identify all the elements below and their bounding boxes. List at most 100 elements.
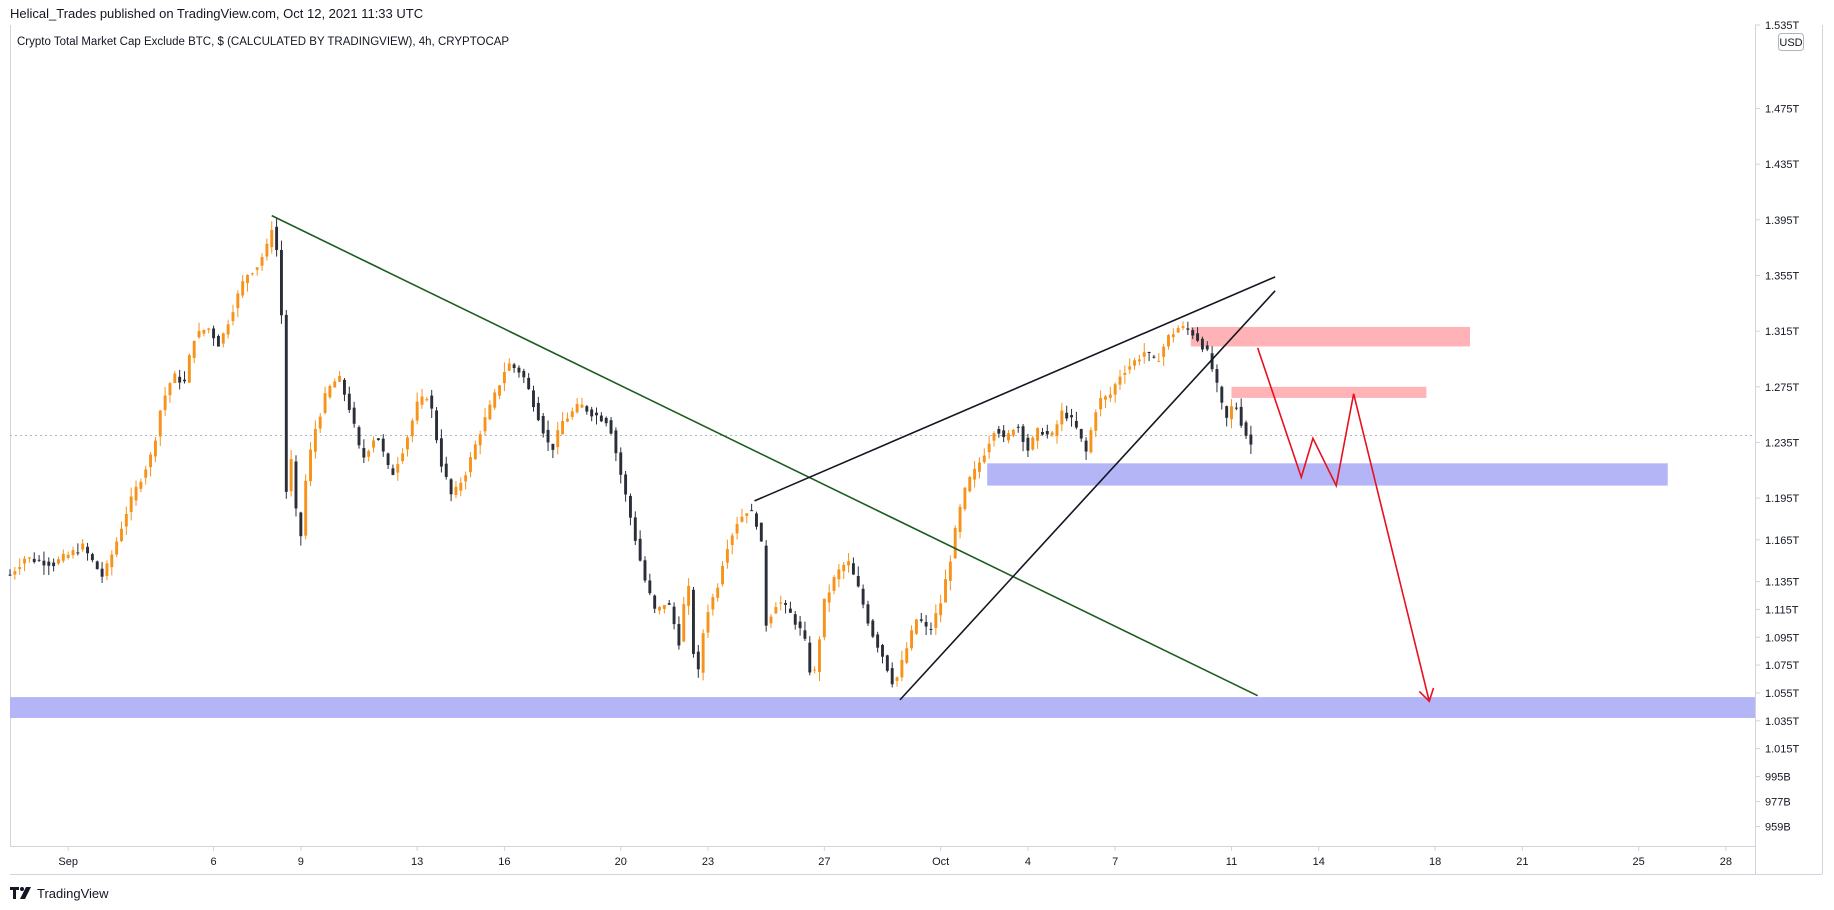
candle-body (1089, 430, 1093, 453)
candle-body (226, 324, 230, 335)
support-zone-low[interactable] (10, 697, 1755, 718)
candle-body (338, 376, 342, 382)
time-tick-label: 23 (702, 856, 714, 868)
candle-body (391, 468, 395, 475)
candle-body (129, 496, 133, 513)
candle-body (197, 330, 201, 338)
candle-body (667, 603, 671, 605)
price-axis[interactable]: 959B 977B 995B 1.015T 1.035T 1.055T 1.075T 1.09… (1755, 20, 1800, 834)
candle-body (1157, 360, 1161, 362)
candle-body (997, 429, 1001, 434)
candle-body (885, 655, 889, 671)
candle-body (309, 449, 312, 482)
candle-body (633, 517, 637, 541)
price-tick-label: 1.115T (1765, 604, 1799, 616)
projection-path[interactable] (1256, 347, 1431, 702)
candle-body (570, 411, 574, 417)
candle-body (231, 312, 235, 322)
published-caption: Helical_Trades published on TradingView.… (10, 6, 424, 21)
candle-body (415, 401, 419, 421)
time-axis[interactable]: Sep 6 9 13 16 20 23 27 Oct 4 7 11 14 18 21 25 28 (58, 846, 1732, 868)
price-tick-label: 995B (1765, 771, 1791, 783)
candle-body (1099, 397, 1103, 410)
time-tick-label: 25 (1633, 856, 1645, 868)
candle-body (498, 385, 502, 396)
candle-body (149, 454, 153, 468)
candle-body (624, 474, 628, 495)
candle-body (367, 451, 371, 457)
candle-body (37, 559, 41, 561)
candle-body (527, 377, 531, 390)
candle-body (95, 561, 99, 570)
zones-layer (10, 326, 1755, 718)
candle-body (919, 619, 923, 621)
price-tick-label: 1.195T (1765, 493, 1800, 505)
tradingview-brand[interactable]: TradingView (10, 883, 109, 903)
candle-body (1108, 394, 1112, 398)
price-tick-label: 1.235T (1765, 437, 1800, 449)
candle-body (134, 486, 138, 501)
candle-body (779, 602, 783, 604)
candle-body (396, 464, 400, 473)
candle-body (202, 329, 206, 334)
candle-body (517, 367, 521, 373)
wedge-lower-line[interactable] (899, 290, 1276, 701)
candle-body (1118, 376, 1122, 385)
candle-body (755, 513, 758, 527)
candle-body (1016, 426, 1020, 428)
wedge-upper-line[interactable] (754, 276, 1276, 502)
price-tick-label: 1.355T (1765, 270, 1800, 282)
time-tick-label: 13 (411, 856, 423, 868)
candle-body (1021, 426, 1025, 442)
candle-body (1162, 346, 1166, 357)
candle-body (987, 443, 991, 453)
candle-body (1055, 424, 1059, 436)
candle-body (1065, 412, 1069, 419)
candle-body (711, 597, 715, 610)
candle-body (1171, 334, 1175, 338)
time-tick-label: 27 (818, 856, 830, 868)
candle-body (638, 538, 642, 561)
candle-body (1104, 396, 1107, 400)
candle-body (536, 402, 540, 421)
drawings-layer (271, 214, 1435, 703)
candle-body (934, 613, 938, 628)
candle-body (769, 616, 773, 624)
candle-body (565, 418, 569, 422)
price-tick-label: 1.135T (1765, 577, 1800, 589)
candle-body (910, 630, 914, 649)
candle-body (90, 554, 94, 561)
candle-body (313, 429, 317, 452)
candle-body (47, 561, 51, 566)
candle-body (939, 603, 943, 616)
candle-body (813, 669, 817, 671)
candle-body (32, 558, 36, 563)
candle-body (381, 438, 385, 452)
candle-body (692, 589, 695, 654)
support-zone-mid[interactable] (987, 463, 1668, 486)
candle-body (842, 564, 846, 572)
currency-badge[interactable] (1778, 33, 1804, 51)
candle-body (977, 462, 981, 472)
price-tick-label: 977B (1765, 796, 1791, 808)
candle-body (745, 513, 749, 516)
price-tick-label: 1.475T (1765, 103, 1800, 115)
candle-body (614, 430, 618, 454)
candle-body (1070, 415, 1073, 418)
candle-body (672, 606, 676, 625)
candle-body (682, 604, 686, 642)
candle-body (1200, 338, 1204, 350)
candle-body (895, 677, 899, 681)
candle-body (260, 256, 264, 266)
resistance-zone-low[interactable] (1231, 386, 1427, 398)
resistance-zone-high[interactable] (1190, 326, 1470, 347)
candle-body (847, 561, 851, 566)
candle-body (270, 229, 274, 248)
green-downtrend-line[interactable] (271, 214, 1259, 697)
candle-body (1205, 345, 1209, 350)
candle-body (1249, 434, 1253, 445)
candle-body (444, 463, 448, 477)
price-tick-label: 1.275T (1765, 382, 1800, 394)
